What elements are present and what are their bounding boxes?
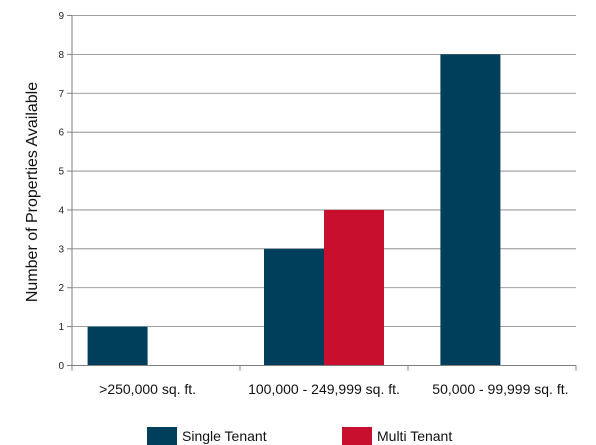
y-tick-label: 5	[58, 167, 64, 178]
y-tick-label: 3	[58, 244, 64, 255]
y-tick-label: 7	[58, 89, 64, 100]
y-tick-label: 9	[58, 11, 64, 22]
y-tick-labels: 0 1 2 3 4 5 6 7 8 9	[58, 11, 64, 372]
y-tick-label: 8	[58, 50, 64, 61]
legend-swatch	[147, 427, 177, 445]
legend-label: Multi Tenant	[377, 428, 452, 444]
y-tick-label: 0	[58, 361, 64, 372]
bar-single-tenant	[440, 54, 501, 366]
legend-label: Single Tenant	[182, 428, 267, 444]
legend-swatch	[342, 427, 372, 445]
y-tick-label: 6	[58, 128, 64, 139]
bar-single-tenant	[264, 248, 324, 366]
y-tick-label: 2	[58, 283, 64, 294]
y-axis-label: Number of Properties Available	[24, 82, 41, 302]
x-tick-label: 100,000 - 249,999 sq. ft.	[248, 381, 400, 397]
legend: Single Tenant Multi Tenant	[147, 427, 452, 445]
bar-multi-tenant	[324, 209, 384, 366]
bar-single-tenant	[87, 326, 148, 366]
x-tick-label: 50,000 - 99,999 sq. ft.	[432, 381, 568, 397]
y-tick-label: 4	[58, 205, 64, 216]
y-tick-label: 1	[58, 322, 64, 333]
bars	[87, 54, 501, 366]
x-tick-labels: >250,000 sq. ft. 100,000 - 249,999 sq. ft…	[99, 381, 568, 397]
axes	[71, 15, 577, 371]
x-tick-label: >250,000 sq. ft.	[99, 381, 196, 397]
